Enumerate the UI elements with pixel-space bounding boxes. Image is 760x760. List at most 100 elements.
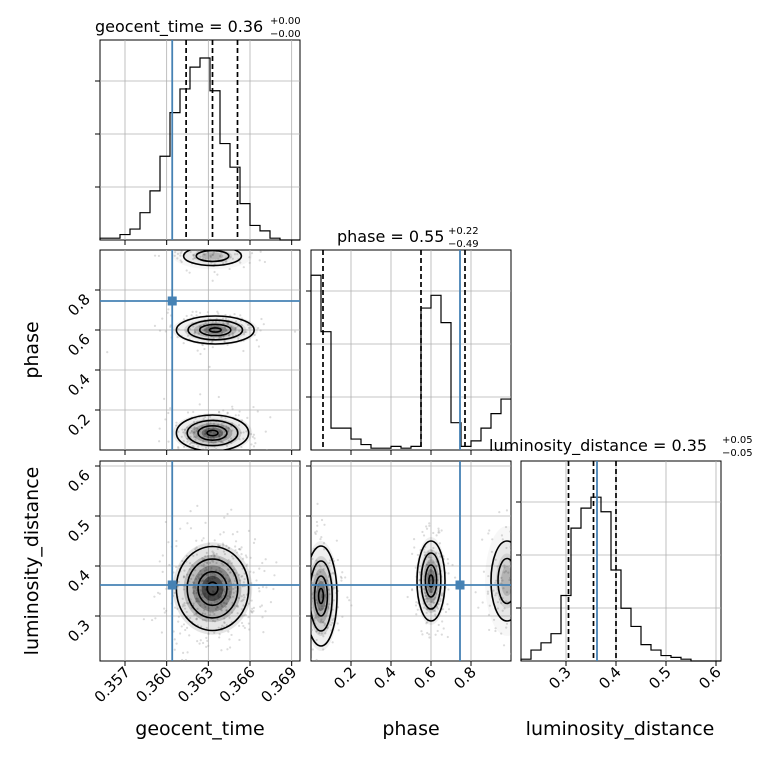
scatter-point (503, 564, 506, 567)
scatter-point (195, 314, 198, 317)
scatter-point (199, 352, 202, 356)
scatter-point (246, 323, 249, 326)
scatter-point (303, 588, 305, 590)
scatter-point (431, 561, 435, 564)
scatter-point (411, 589, 414, 592)
scatter-point (183, 607, 187, 610)
scatter-point (502, 644, 506, 647)
scatter-point (182, 575, 186, 578)
scatter-point (240, 621, 244, 625)
title-geocent-time: geocent_time = 0.36 (95, 17, 263, 37)
scatter-point (318, 564, 321, 567)
scatter-point (205, 626, 208, 630)
scatter-point (209, 436, 212, 440)
scatter-point (412, 538, 416, 541)
scatter-point (205, 327, 208, 330)
scatter-point (265, 586, 268, 589)
scatter-point (418, 578, 421, 582)
contour-line (198, 323, 232, 337)
scatter-point (496, 601, 500, 604)
scatter-point (262, 631, 265, 634)
scatter-point (313, 617, 316, 620)
scatter-point (192, 451, 194, 453)
scatter-point (505, 546, 508, 550)
scatter-point (182, 651, 185, 654)
scatter-point (183, 602, 186, 605)
scatter-point (212, 337, 215, 340)
scatter-point (204, 429, 207, 433)
scatter-point (228, 334, 231, 337)
scatter-point (323, 622, 327, 625)
scatter-point (242, 349, 245, 353)
scatter-point (229, 560, 232, 563)
scatter-point (245, 556, 248, 559)
scatter-point (447, 608, 451, 611)
scatter-point (190, 429, 193, 433)
scatter-point (321, 621, 324, 624)
scatter-point (327, 606, 330, 609)
scatter-point (210, 437, 213, 440)
scatter-point (182, 318, 186, 321)
contour-line (420, 552, 442, 610)
scatter-point (181, 559, 184, 563)
scatter-point (192, 253, 195, 257)
scatter-point (164, 418, 167, 421)
scatter-point (217, 312, 220, 315)
scatter-point (422, 606, 426, 609)
scatter-point (328, 561, 331, 565)
scatter-point (232, 587, 235, 591)
scatter-point (223, 621, 226, 625)
scatter-point (230, 325, 233, 329)
scatter-point (453, 576, 457, 579)
scatter-point (516, 542, 518, 544)
scatter-point (196, 504, 199, 507)
scatter-point (248, 628, 251, 631)
scatter-point (320, 518, 324, 522)
scatter-point (311, 557, 314, 561)
scatter-point (411, 552, 414, 555)
scatter-point (219, 586, 222, 589)
scatter-point (323, 548, 326, 551)
scatter-point (194, 569, 197, 572)
scatter-point (302, 622, 304, 624)
scatter-point (235, 605, 239, 608)
scatter-point (442, 627, 445, 630)
x-tick-label: 0.363 (174, 663, 217, 706)
scatter-point (495, 592, 498, 595)
scatter-point (222, 531, 225, 534)
scatter-point (204, 605, 207, 609)
scatter-point (509, 545, 511, 549)
scatter-point (199, 569, 202, 572)
scatter-point (426, 563, 429, 566)
scatter-point (209, 441, 213, 444)
scatter-point (218, 566, 221, 569)
scatter-point (264, 610, 267, 613)
scatter-point (424, 598, 427, 601)
scatter-point (218, 598, 221, 601)
scatter-point (239, 548, 242, 551)
scatter-point (199, 588, 202, 592)
scatter-point (222, 409, 225, 412)
scatter-point (182, 575, 186, 578)
scatter-point (212, 551, 215, 554)
scatter-point (340, 579, 343, 582)
scatter-point (163, 607, 166, 610)
scatter-point (252, 609, 255, 613)
scatter-point (269, 416, 272, 419)
scatter-point (207, 542, 211, 545)
scatter-point (423, 551, 426, 554)
scatter-point (451, 563, 454, 567)
scatter-point (212, 431, 215, 435)
scatter-point (244, 554, 248, 557)
scatter-point (311, 658, 312, 661)
scatter-point (319, 537, 322, 541)
scatter-point (303, 588, 305, 590)
density-level (192, 250, 233, 263)
scatter-point (226, 594, 229, 598)
scatter-point (222, 601, 225, 604)
scatter-point (261, 616, 264, 619)
scatter-point (322, 621, 325, 624)
scatter-point (190, 577, 193, 580)
scatter-point (217, 395, 220, 399)
